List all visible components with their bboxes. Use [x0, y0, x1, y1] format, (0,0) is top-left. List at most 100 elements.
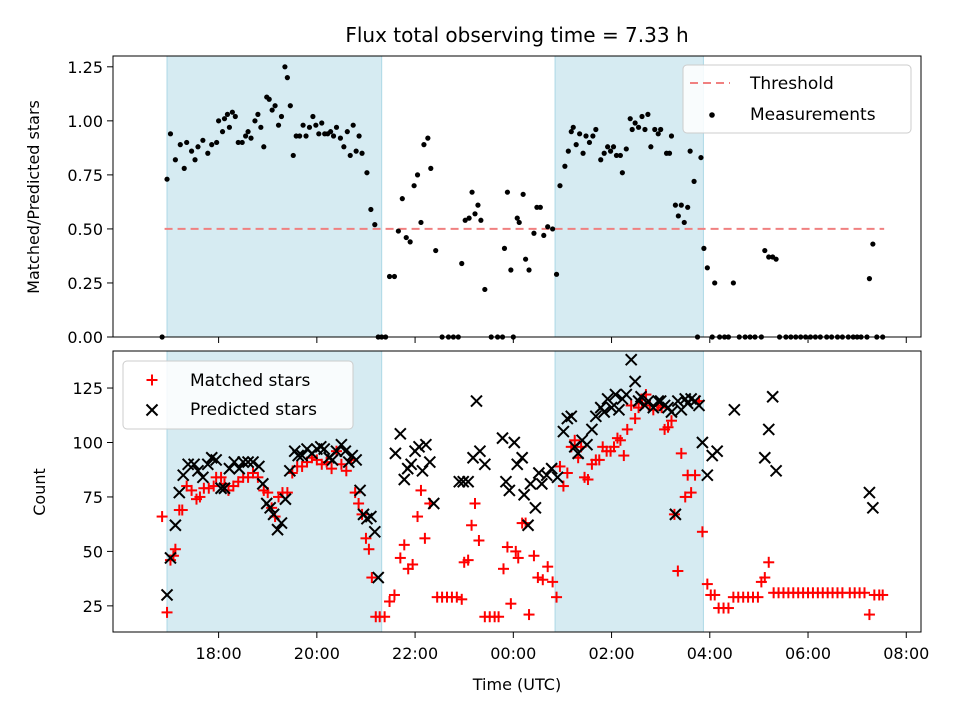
- measurement-point: [229, 109, 235, 115]
- matched-stars-point: [672, 565, 684, 577]
- measurement-point: [466, 215, 472, 221]
- measurement-point: [313, 122, 319, 128]
- measurement-point: [562, 163, 568, 169]
- measurement-point: [425, 135, 431, 141]
- predicted-stars-point: [515, 451, 529, 464]
- predicted-stars-point: [256, 477, 270, 491]
- predicted-stars-point: [710, 444, 724, 458]
- measurement-point: [617, 152, 623, 159]
- measurement-point: [372, 222, 378, 228]
- measurement-point: [766, 254, 772, 260]
- bottom-y-axis: 25 50 75 100 125: [72, 379, 113, 616]
- y-tick-label: 0.75: [67, 166, 103, 185]
- measurement-point: [319, 120, 325, 126]
- measurement-point: [655, 131, 661, 137]
- legend-x-marker: [145, 403, 159, 417]
- predicted-stars-point: [620, 388, 633, 401]
- measurement-point: [232, 113, 238, 120]
- matched-stars-point: [316, 458, 328, 470]
- x-tick-label: 04:00: [687, 644, 733, 663]
- y-tick-label: 0.25: [67, 274, 103, 293]
- matched-stars-point: [353, 497, 365, 509]
- matched-stars-point: [469, 497, 481, 509]
- predicted-stars-point: [762, 423, 775, 436]
- chart-title: Flux total observing time = 7.33 h: [345, 23, 688, 47]
- measurement-point: [462, 217, 468, 223]
- measurement-point: [386, 273, 393, 280]
- measurement-point: [537, 204, 543, 210]
- predicted-stars-point: [275, 516, 288, 530]
- predicted-stars-point: [524, 477, 537, 491]
- measurement-point: [303, 133, 309, 139]
- measurement-point: [773, 256, 779, 262]
- legend-plus-marker: [146, 374, 158, 386]
- matched-stars-point: [176, 504, 188, 516]
- predicted-stars-point: [233, 462, 246, 475]
- predicted-stars-point: [291, 449, 305, 462]
- y-tick-label: 100: [72, 433, 103, 452]
- measurement-point: [629, 126, 635, 133]
- measurement-point: [514, 215, 520, 221]
- measurement-point: [177, 142, 183, 148]
- matched-stars-point: [398, 539, 410, 551]
- measurement-point: [272, 103, 278, 109]
- matched-stars-point: [608, 441, 620, 453]
- matched-stars-point: [208, 480, 220, 492]
- measurement-point: [580, 150, 586, 156]
- matched-stars-point: [675, 447, 687, 459]
- predicted-stars-point: [368, 525, 382, 539]
- predicted-stars-point: [473, 444, 487, 458]
- predicted-stars-point: [187, 458, 201, 471]
- predicted-stars-point: [394, 427, 407, 440]
- predicted-stars-point: [580, 438, 594, 451]
- matched-stars-point: [679, 491, 691, 503]
- predicted-stars-point: [669, 508, 682, 521]
- predicted-stars-point: [335, 438, 348, 451]
- measurement-point: [472, 211, 478, 217]
- measurement-point: [508, 267, 514, 273]
- measurement-point: [359, 150, 365, 156]
- measurement-point: [297, 133, 303, 139]
- x-tick-label: 02:00: [588, 644, 634, 663]
- predicted-stars-point: [499, 475, 513, 488]
- top-y-axis: 0.00 0.25 0.50 0.75 1.00 1.25: [67, 58, 113, 347]
- measurement-point: [418, 219, 424, 226]
- matched-stars-point: [618, 450, 630, 462]
- measurement-point: [421, 142, 427, 148]
- measurement-point: [216, 118, 222, 124]
- measurement-point: [214, 139, 220, 146]
- predicted-stars-point: [453, 475, 466, 488]
- matched-stars-point: [763, 556, 775, 568]
- predicted-stars-point: [419, 438, 433, 451]
- matched-stars-point: [863, 609, 875, 621]
- matched-stars-point: [215, 471, 227, 483]
- matched-stars-point: [528, 550, 540, 562]
- measurement-point: [248, 135, 254, 141]
- measurement-point: [428, 165, 434, 171]
- measurement-point: [300, 122, 306, 128]
- predicted-stars-series: [160, 353, 880, 602]
- predicted-stars-point: [589, 410, 603, 423]
- matched-stars-point: [497, 563, 509, 575]
- measurement-point: [623, 146, 629, 152]
- predicted-stars-point: [228, 455, 241, 469]
- measurement-point: [762, 247, 768, 254]
- measurement-point: [411, 183, 417, 189]
- predicted-stars-point: [652, 394, 665, 408]
- predicted-stars-point: [196, 471, 210, 484]
- measurement-point: [243, 133, 249, 139]
- legend-predicted-label: Predicted stars: [190, 400, 317, 420]
- measurement-point: [586, 139, 593, 146]
- predicted-stars-point: [671, 394, 685, 408]
- predicted-stars-point: [318, 442, 331, 456]
- bottom-y-axis-label: Count: [30, 468, 49, 516]
- matched-stars-point: [366, 572, 378, 584]
- measurement-point: [181, 165, 187, 171]
- measurement-point: [235, 139, 241, 146]
- x-tick-label: 20:00: [294, 644, 340, 663]
- measurement-point: [330, 133, 337, 139]
- x-tick-label: 00:00: [490, 644, 536, 663]
- measurement-point: [347, 152, 353, 159]
- predicted-stars-point: [214, 482, 228, 495]
- predicted-stars-point: [701, 468, 714, 482]
